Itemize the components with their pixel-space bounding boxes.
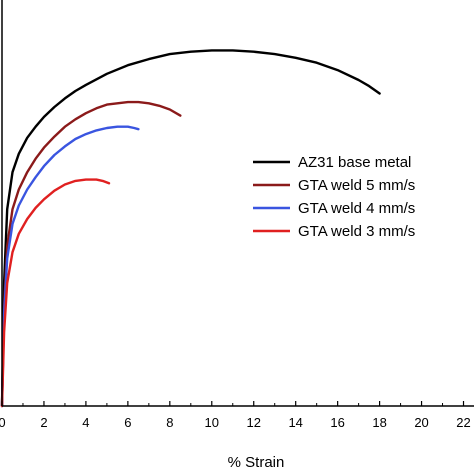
- x-tick-label: 8: [166, 415, 173, 430]
- legend-label-3: GTA weld 4 mm/s: [298, 200, 415, 217]
- x-tick-label: 4: [82, 415, 89, 430]
- series-line-3: [0, 125, 140, 408]
- x-tick-label: 18: [372, 415, 386, 430]
- legend: AZ31 base metal GTA weld 5 mm/s GTA weld 4…: [253, 154, 415, 240]
- x-tick-label: 22: [456, 415, 470, 430]
- x-tick-label: 12: [246, 415, 260, 430]
- x-tick-label: 6: [124, 415, 131, 430]
- plot-area: [0, 49, 381, 408]
- legend-label-4: GTA weld 3 mm/s: [298, 223, 415, 240]
- series-line-1: [0, 49, 381, 408]
- x-tick-label: 16: [330, 415, 344, 430]
- series-line-4: [0, 178, 111, 408]
- axes: 0 2 4 6 8 10 12 14 16 18 20 22: [0, 0, 474, 430]
- legend-label-2: GTA weld 5 mm/s: [298, 177, 415, 194]
- x-tick-label: 10: [205, 415, 219, 430]
- series-line-2: [0, 100, 182, 408]
- x-axis-title: % Strain: [228, 454, 285, 471]
- x-tick-label: 0: [0, 415, 6, 430]
- x-tick-label: 2: [40, 415, 47, 430]
- x-tick-label: 14: [288, 415, 302, 430]
- x-tick-label: 20: [414, 415, 428, 430]
- legend-label-1: AZ31 base metal: [298, 154, 411, 171]
